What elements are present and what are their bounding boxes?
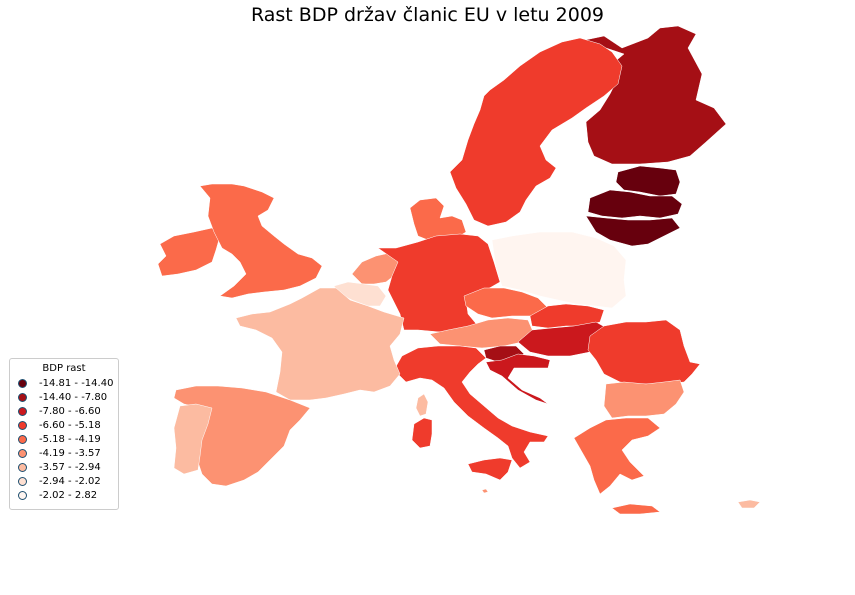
region-estonia <box>615 165 681 197</box>
region-malta <box>481 488 489 494</box>
legend-marker <box>18 463 27 472</box>
legend-item: -4.19 - -3.57 <box>18 447 101 460</box>
map-legend: BDP rast -14.81 - -14.40 -14.40 - -7.80 … <box>9 358 119 510</box>
region-italy <box>393 345 549 469</box>
legend-label: -4.19 - -3.57 <box>39 448 101 459</box>
region-croatia <box>485 353 551 405</box>
region-italy-sardinia <box>411 417 433 449</box>
map-title: Rast BDP držav članic EU v letu 2009 <box>250 4 604 26</box>
legend-marker <box>18 477 27 486</box>
legend-label: -5.18 - -4.19 <box>39 434 101 445</box>
region-slovakia <box>529 303 605 329</box>
legend-item: -7.80 - -6.60 <box>18 405 101 418</box>
legend-marker <box>18 407 27 416</box>
legend-label: -2.94 - -2.02 <box>39 476 101 487</box>
legend-item: -14.81 - -14.40 <box>18 377 113 390</box>
region-france <box>235 287 405 401</box>
region-latvia <box>587 189 683 219</box>
region-cyprus <box>737 499 761 509</box>
legend-label: -3.57 - -2.94 <box>39 462 101 473</box>
legend-item: -2.02 - 2.82 <box>18 489 97 502</box>
region-finland <box>584 25 727 165</box>
region-germany <box>377 233 501 333</box>
legend-label: -14.81 - -14.40 <box>39 378 114 389</box>
region-united-kingdom <box>199 183 323 299</box>
region-italy-sicily <box>467 457 513 481</box>
legend-marker <box>18 435 27 444</box>
legend-marker <box>18 491 27 500</box>
region-romania <box>587 319 701 385</box>
region-sweden <box>449 37 623 227</box>
legend-marker <box>18 379 27 388</box>
legend-label: -2.02 - 2.82 <box>39 490 98 501</box>
legend-title: BDP rast <box>42 363 86 374</box>
legend-label: -14.40 - -7.80 <box>39 392 108 403</box>
legend-item: -2.94 - -2.02 <box>18 475 101 488</box>
region-lithuania <box>585 215 681 247</box>
region-bulgaria <box>603 379 685 419</box>
region-denmark <box>409 197 467 241</box>
region-poland <box>491 231 627 309</box>
legend-marker <box>18 421 27 430</box>
region-ireland <box>157 227 221 277</box>
legend-item: -14.40 - -7.80 <box>18 391 107 404</box>
region-corsica <box>415 393 429 417</box>
legend-marker <box>18 393 27 402</box>
legend-label: -7.80 - -6.60 <box>39 406 101 417</box>
legend-item: -5.18 - -4.19 <box>18 433 101 446</box>
legend-label: -6.60 - -5.18 <box>39 420 101 431</box>
region-greece-crete <box>611 503 661 515</box>
legend-marker <box>18 449 27 458</box>
region-greece <box>573 417 661 495</box>
legend-item: -6.60 - -5.18 <box>18 419 101 432</box>
region-portugal <box>173 403 213 475</box>
legend-item: -3.57 - -2.94 <box>18 461 101 474</box>
